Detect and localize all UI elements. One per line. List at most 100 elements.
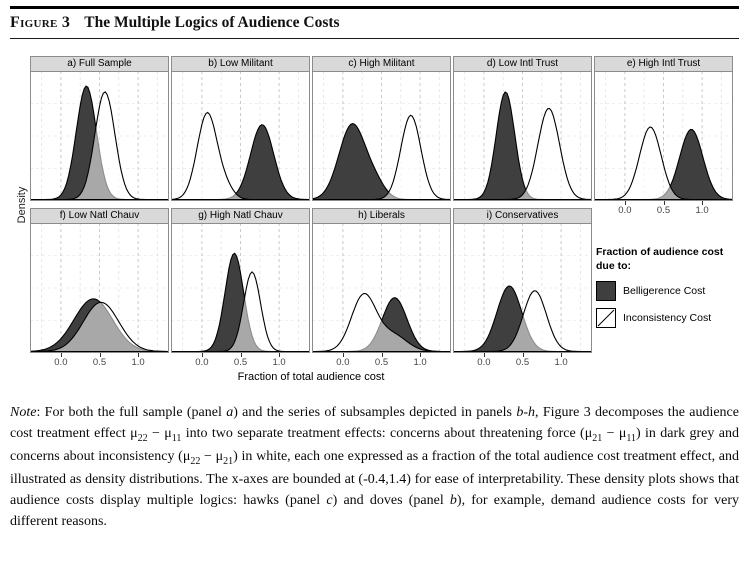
legend-entry: Inconsistency Cost [596, 308, 738, 329]
facet-panel-g: g) High Natl Chauv 0.0 0.5 1.0 [171, 208, 310, 369]
facet-strip-label-f: f) Low Natl Chauv [30, 208, 169, 224]
tick-mark [561, 353, 563, 357]
facet-strip-label-a: a) Full Sample [30, 56, 169, 72]
density-plot-a [30, 71, 169, 201]
tick-label: 0.5 [656, 205, 671, 216]
facet-panel-h: h) Liberals 0.0 0.5 1.0 [312, 208, 451, 369]
density-plot-c [312, 71, 451, 201]
facet-panel-a: a) Full Sample [30, 56, 169, 201]
tick-label: 0.0 [195, 357, 209, 368]
panel-border [453, 223, 592, 353]
note-text-segment: ) and the series of subsamples depicted … [233, 405, 517, 420]
inconsistency-density-g [171, 271, 310, 353]
legend: Fraction of audience cost due to: Bellig… [596, 246, 738, 335]
figure-header: Figure 3 The Multiple Logics of Audience … [10, 6, 739, 39]
facet-panel-c: c) High Militant [312, 56, 451, 201]
density-plot-i [453, 223, 592, 353]
note-text-segment: μ [182, 448, 191, 464]
legend-entries: Belligerence Cost Inconsistency Cost [596, 281, 738, 329]
tick-label: 1.0 [131, 357, 145, 368]
tick-label: 1.0 [413, 357, 427, 368]
note-text-segment: ), for example, demand audience costs fo… [10, 492, 739, 529]
density-plot-d [453, 71, 592, 201]
note-text-segment: μ [130, 426, 138, 441]
facet-panel-e: e) High Intl Trust 0.0 0.5 1.0 [594, 56, 733, 217]
facet-panel-b: b) Low Militant [171, 56, 310, 201]
tick-label: 1.0 [554, 357, 568, 368]
facet-strip-label-e: e) High Intl Trust [594, 56, 733, 72]
note-text-segment: − [147, 426, 165, 441]
facet-strip-label-d: d) Low Intl Trust [453, 56, 592, 72]
facet-strip-label-i: i) Conservatives [453, 208, 592, 224]
x-axis-ticks-i: 0.0 0.5 1.0 [453, 353, 592, 369]
tick-label: 0.0 [54, 357, 68, 368]
inconsistency-density-e [594, 126, 733, 201]
density-plot-f [30, 223, 169, 353]
note-text-segment: a [226, 405, 234, 420]
facet-panel-i: i) Conservatives 0.0 0.5 1.0 [453, 208, 592, 369]
note-text-segment: , Figure 3 decomposes the audience cost … [10, 405, 739, 441]
tick-mark [420, 353, 422, 357]
panel-border [171, 223, 310, 353]
facet-strip-label-b: b) Low Militant [171, 56, 310, 72]
panel-border [453, 71, 592, 201]
panel-border [594, 71, 733, 201]
note-text-segment: ) and doves (panel [332, 492, 450, 508]
inconsistency-density-c [312, 114, 451, 201]
tick-mark [381, 353, 383, 357]
tick-mark [99, 353, 101, 357]
belligerence-swatch [596, 281, 616, 302]
legend-entry: Belligerence Cost [596, 281, 738, 302]
figure-note: Note: For both the full sample (panel a)… [10, 402, 739, 532]
note-text-segment: ) in dark grey and concerns about incons… [10, 426, 739, 464]
tick-label: 1.0 [695, 205, 709, 216]
tick-mark [60, 353, 62, 357]
tick-mark [279, 353, 281, 357]
note-text-segment: − [602, 426, 619, 441]
facet-strip-label-h: h) Liberals [312, 208, 451, 224]
note-text-segment: 22 [137, 432, 148, 444]
legend-entry-label: Belligerence Cost [623, 285, 706, 298]
tick-mark [522, 353, 524, 357]
tick-mark [138, 353, 140, 357]
note-text-segment: into two separate treatment effects: con… [181, 426, 585, 441]
legend-entry-label: Inconsistency Cost [623, 312, 712, 325]
tick-label: 0.0 [618, 205, 632, 216]
tick-label: 0.5 [233, 357, 248, 368]
tick-label: 0.5 [515, 357, 530, 368]
tick-label: 0.0 [336, 357, 350, 368]
tick-mark [201, 353, 203, 357]
note-text-segment: : For both the full sample (panel [36, 405, 227, 420]
facet-strip-label-c: c) High Militant [312, 56, 451, 72]
x-axis-ticks-f: 0.0 0.5 1.0 [30, 353, 169, 369]
note-text-segment: 21 [592, 432, 603, 444]
note-text-segment: μ [164, 426, 172, 441]
tick-mark [663, 201, 665, 205]
note-text-segment: b [449, 492, 457, 508]
x-axis-ticks-g: 0.0 0.5 1.0 [171, 353, 310, 369]
facet-strip-label-g: g) High Natl Chauv [171, 208, 310, 224]
tick-mark [624, 201, 626, 205]
note-text-segment: Note [10, 405, 37, 420]
panel-border [30, 223, 169, 353]
note-text-segment: 11 [626, 432, 636, 444]
note-text-segment: ) in white, each one expressed as a frac… [10, 448, 739, 508]
note-text-segment: − [200, 448, 216, 464]
note-text-segment: 22 [190, 455, 201, 467]
y-axis-label: Density [16, 186, 28, 224]
inconsistency-density-a [30, 91, 169, 201]
note-text-segment: b-h [516, 405, 535, 420]
diagonal-hatch-line [597, 309, 615, 327]
tick-label: 1.0 [272, 357, 286, 368]
density-plot-e [594, 71, 733, 201]
facet-grid: a) Full Sample b) Low Militant c) High Mil… [30, 56, 735, 376]
note-text-segment: 11 [171, 432, 182, 444]
density-plot-b [171, 71, 310, 201]
figure-title: The Multiple Logics of Audience Costs [84, 14, 340, 31]
panel-border [312, 223, 451, 353]
x-axis-ticks-e: 0.0 0.5 1.0 [594, 201, 733, 217]
note-text-segment: c [326, 492, 333, 508]
density-plot-h [312, 223, 451, 353]
note-text-segment: 21 [223, 455, 234, 467]
